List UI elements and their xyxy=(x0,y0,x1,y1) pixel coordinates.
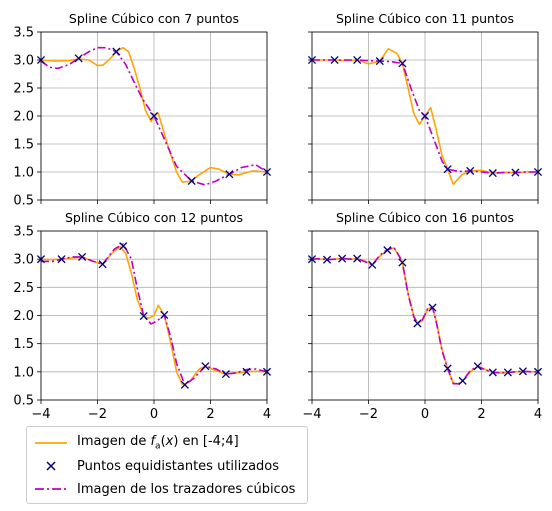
x-tick-label: −4 xyxy=(31,407,50,422)
subplot-title: Spline Cúbico con 7 puntos xyxy=(69,11,239,26)
data-point-marker xyxy=(112,47,121,56)
data-point-marker xyxy=(149,111,159,121)
series-spline-line xyxy=(41,46,267,186)
legend-line-dashdot-icon xyxy=(35,488,67,490)
data-point-marker xyxy=(488,368,497,377)
legend-item-spline: Imagen de los trazadores cúbicos xyxy=(35,479,295,499)
data-point-marker xyxy=(322,255,332,264)
legend-label-points: Puntos equidistantes utilizados xyxy=(77,458,280,474)
legend-label-spline: Imagen de los trazadores cúbicos xyxy=(77,481,296,497)
subplot-1: 0.5 1.0 1.5 2.0 2.5 3.0 3.5 Spline Cúbico con 7… xyxy=(13,11,272,209)
data-point-marker xyxy=(473,362,482,371)
data-point-marker xyxy=(139,312,148,321)
subplot-title: Spline Cúbico con 12 puntos xyxy=(65,210,243,225)
y-tick-label: 0.5 xyxy=(13,194,34,209)
data-point-marker xyxy=(338,254,347,263)
x-tick-label: 0 xyxy=(150,407,158,422)
y-tick-label: 3.5 xyxy=(13,26,34,41)
legend: Imagen de fa(x) en [-4;4] Puntos equidis… xyxy=(26,426,308,504)
legend-item-function: Imagen de fa(x) en [-4;4] xyxy=(35,433,239,453)
data-point-marker xyxy=(458,376,467,385)
y-tick-label: 2.5 xyxy=(13,82,34,97)
y-tick-label: 3.0 xyxy=(13,54,34,69)
series-spline-line xyxy=(312,59,538,174)
data-point-marker xyxy=(518,367,528,376)
x-tick-label: −2 xyxy=(88,407,107,422)
y-tick-label: 2.0 xyxy=(13,110,34,125)
data-point-marker xyxy=(221,370,230,379)
legend-label-function: Imagen de fa(x) en [-4;4] xyxy=(77,434,239,452)
data-point-marker xyxy=(98,260,107,269)
data-point-marker xyxy=(511,168,520,177)
data-point-marker xyxy=(187,176,196,186)
y-tick-label: 0.5 xyxy=(13,394,34,409)
y-tick-label: 1.0 xyxy=(13,166,34,181)
data-point-marker xyxy=(443,165,452,174)
data-point-marker xyxy=(160,310,169,319)
data-point-marker xyxy=(74,54,83,63)
data-point-marker xyxy=(119,242,128,251)
data-point-marker xyxy=(353,254,362,263)
subplot-title: Spline Cúbico con 11 puntos xyxy=(336,11,514,26)
data-point-marker xyxy=(466,166,475,175)
y-tick-label: 2.0 xyxy=(13,309,34,324)
data-point-marker xyxy=(78,252,87,261)
data-point-marker xyxy=(242,367,251,376)
x-tick-label: 2 xyxy=(206,407,214,422)
x-tick-label: −4 xyxy=(302,407,321,422)
legend-item-points: Puntos equidistantes utilizados xyxy=(35,456,279,476)
data-point-marker xyxy=(398,59,407,68)
y-tick-label: 2.5 xyxy=(13,281,34,296)
data-point-marker xyxy=(57,255,66,264)
y-tick-label: 1.5 xyxy=(13,138,34,153)
subplot-title: Spline Cúbico con 16 puntos xyxy=(336,210,514,225)
data-point-marker xyxy=(398,258,407,267)
subplot-3: −4 −2 0 2 4 0.5 1.0 1.5 2.0 2.5 3.0 3.5 Spline Cúbic… xyxy=(13,210,271,422)
data-point-marker xyxy=(375,57,384,66)
data-point-marker xyxy=(368,260,377,269)
data-point-marker xyxy=(353,55,362,65)
subplot-4: −4 −2 0 2 4 Spline Cúbico con 16 puntos xyxy=(302,210,542,422)
data-point-marker xyxy=(383,246,392,255)
y-tick-label: 1.5 xyxy=(13,337,34,352)
x-tick-label: −2 xyxy=(359,407,378,422)
legend-x-marker-icon xyxy=(46,461,56,471)
data-point-marker xyxy=(180,380,189,389)
subplot-2: Spline Cúbico con 11 puntos xyxy=(307,11,543,204)
x-tick-label: 0 xyxy=(421,407,429,422)
data-point-marker xyxy=(443,364,452,373)
y-tick-label: 3.0 xyxy=(13,253,34,268)
y-tick-label: 1.0 xyxy=(13,365,34,380)
data-point-marker xyxy=(488,169,497,178)
data-point-marker xyxy=(428,303,437,312)
x-tick-label: 4 xyxy=(534,407,542,422)
x-tick-label: 4 xyxy=(263,407,271,422)
y-tick-label: 3.5 xyxy=(13,225,34,240)
data-point-marker xyxy=(413,319,422,328)
data-point-marker xyxy=(330,55,339,65)
data-point-marker xyxy=(201,362,210,371)
data-point-marker xyxy=(420,111,430,121)
series-function-line xyxy=(41,46,267,183)
data-point-marker xyxy=(225,170,234,179)
x-tick-label: 2 xyxy=(477,407,485,422)
data-point-marker xyxy=(503,368,512,377)
legend-line-solid-icon xyxy=(35,442,67,444)
